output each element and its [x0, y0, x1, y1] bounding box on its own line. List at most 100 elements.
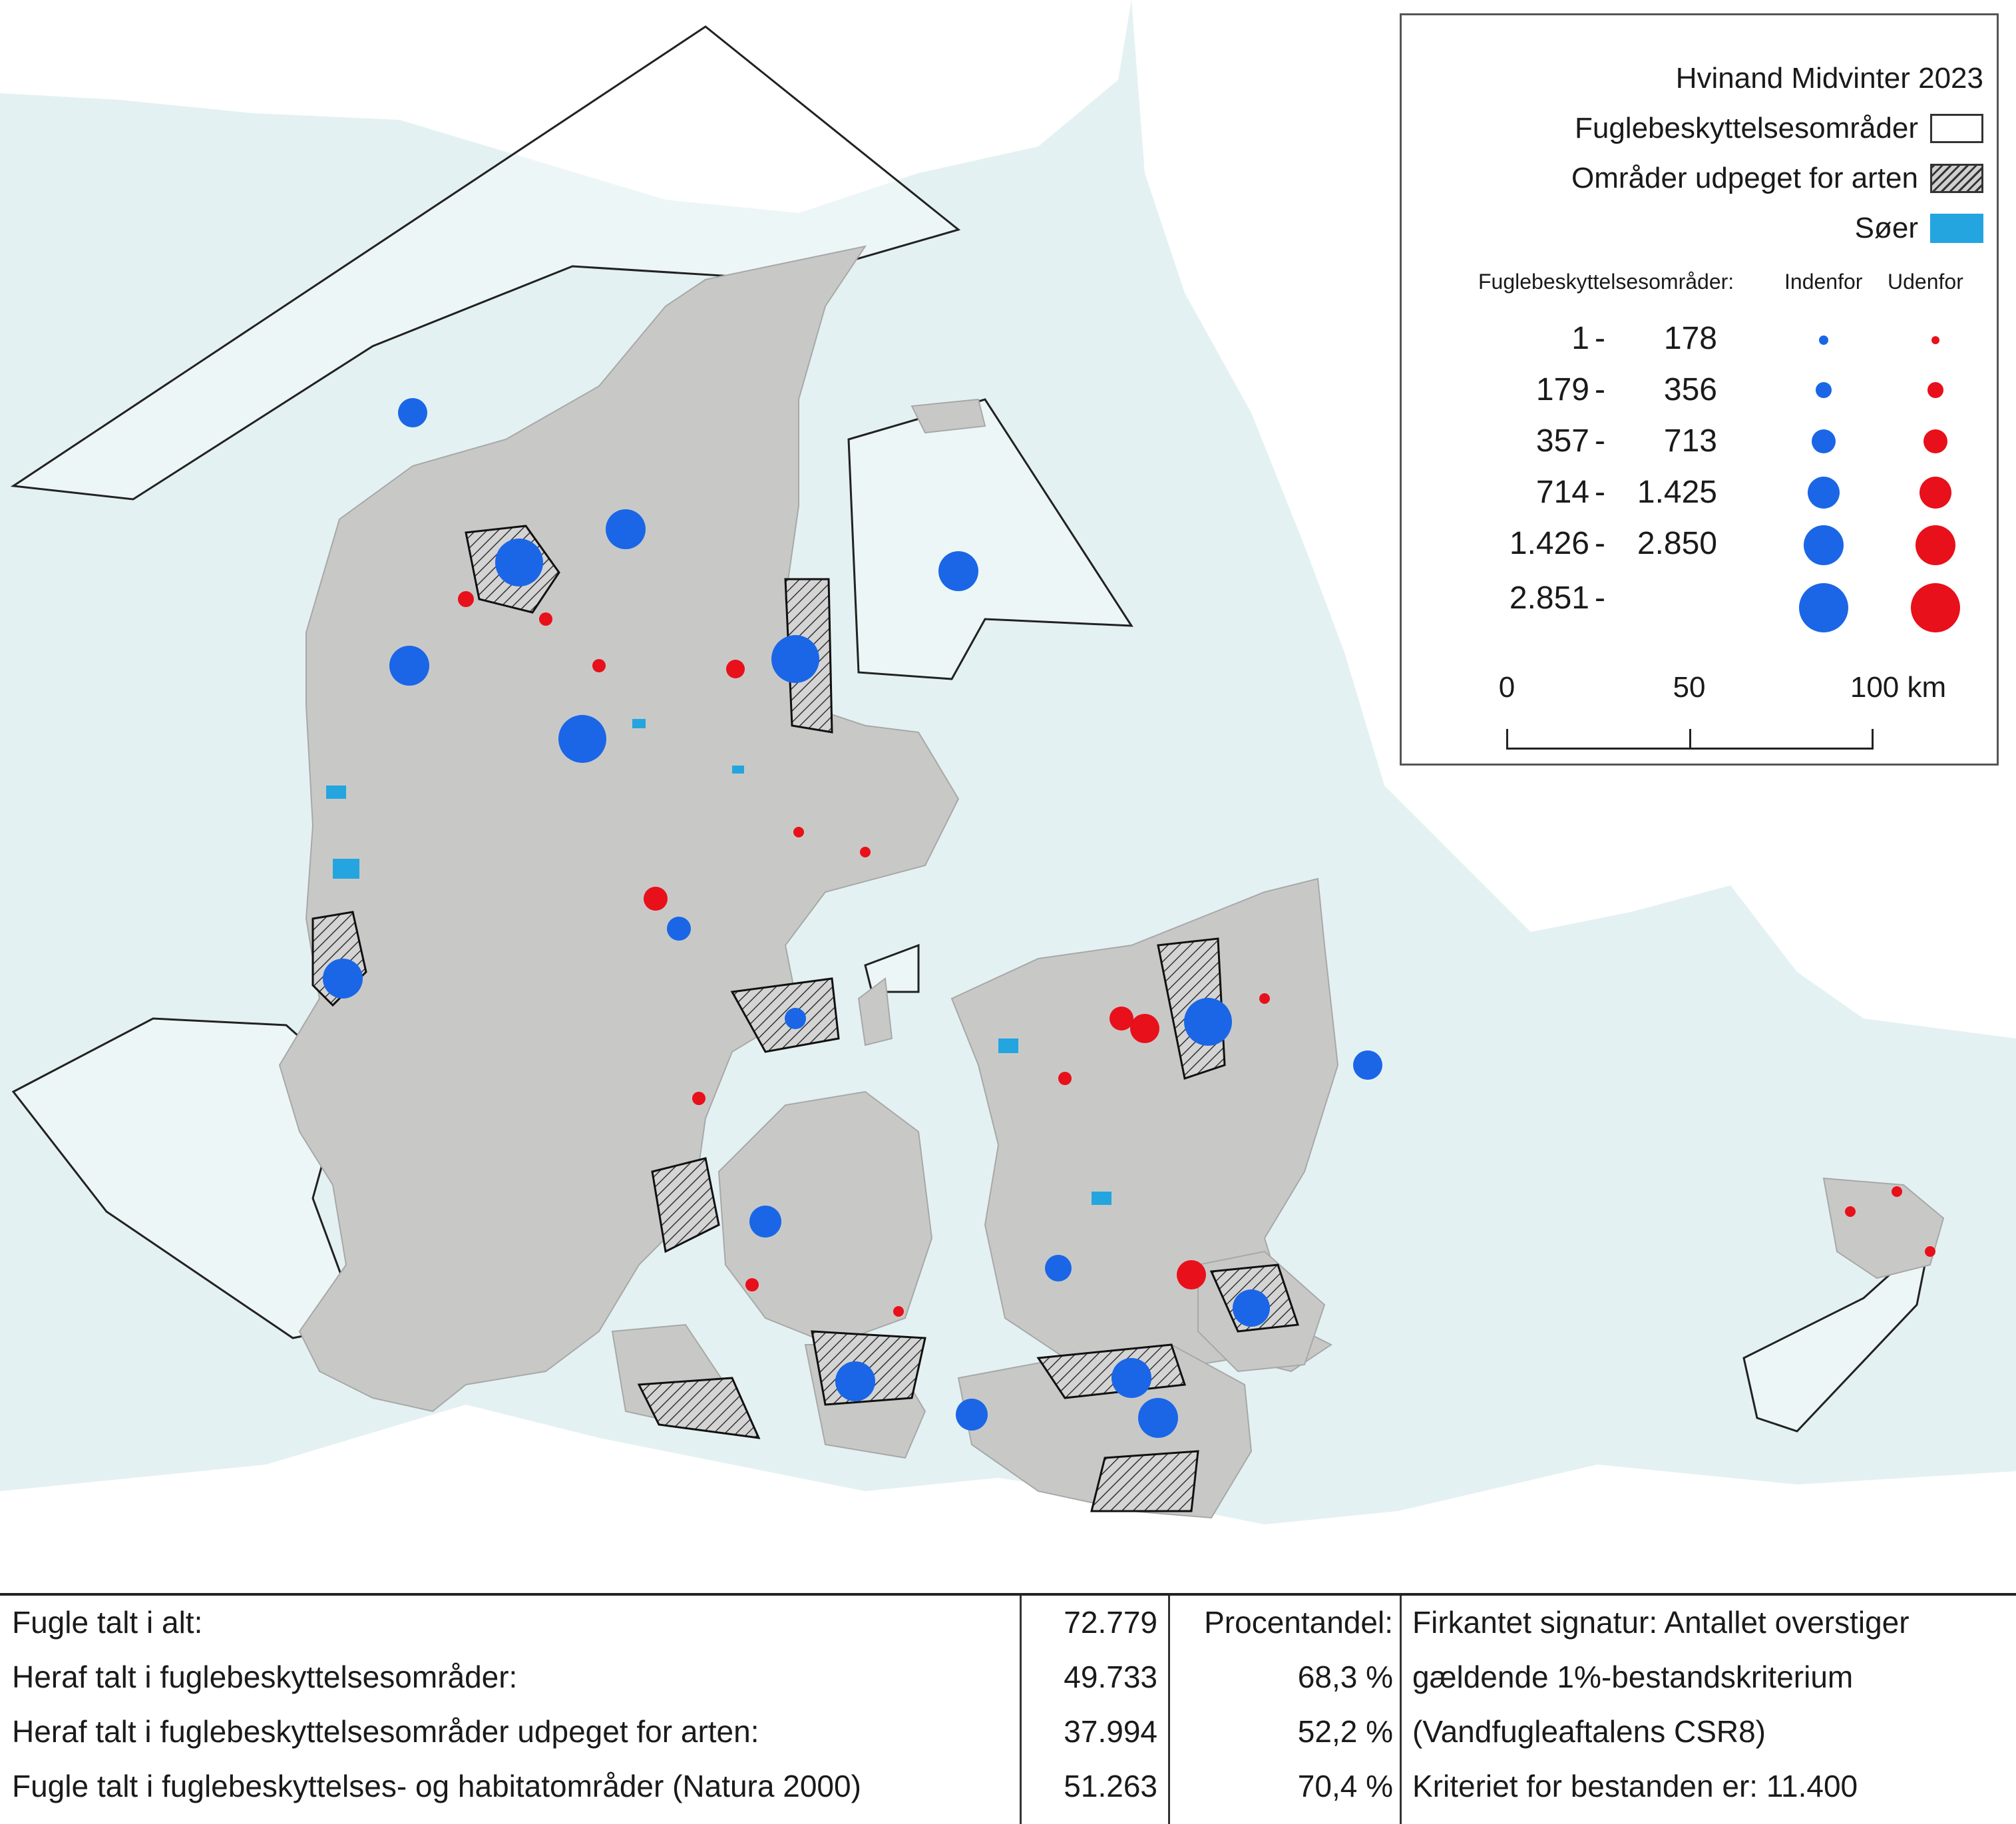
class-from: 2.851	[1509, 580, 1589, 616]
col-inside-header: Indenfor	[1784, 270, 1863, 294]
count-circle-inside[interactable]	[1233, 1289, 1270, 1327]
count-circle-inside[interactable]	[1045, 1255, 1072, 1281]
count-circle-inside[interactable]	[956, 1399, 988, 1431]
class-dash: -	[1595, 475, 1605, 510]
count-circle-inside[interactable]	[1111, 1358, 1151, 1398]
stat-pct: 70,4 %	[1297, 1769, 1393, 1803]
count-circle-inside[interactable]	[835, 1361, 875, 1401]
scale-label-50: 50	[1673, 671, 1706, 704]
count-circle-outside[interactable]	[860, 847, 871, 857]
anholt	[910, 398, 986, 434]
count-circle-outside[interactable]	[1177, 1260, 1206, 1289]
count-circle-inside[interactable]	[323, 959, 363, 999]
class-dash: -	[1595, 580, 1605, 616]
class-from: 357	[1535, 423, 1589, 459]
class-to: 713	[1663, 423, 1717, 459]
hatch-swatch-icon	[1930, 164, 1983, 193]
count-circle-inside[interactable]	[495, 539, 543, 586]
class-from: 1.426	[1509, 526, 1589, 561]
count-circle-outside[interactable]	[726, 660, 745, 678]
stats-table: Fugle talt i alt: Heraf talt i fuglebesk…	[0, 1593, 2016, 1824]
scale-tick	[1872, 729, 1874, 750]
count-circle-inside[interactable]	[389, 646, 429, 686]
stat-pct-header: Procentandel:	[1204, 1605, 1393, 1640]
scale-label-0: 0	[1498, 671, 1515, 704]
count-circle-outside[interactable]	[1259, 993, 1270, 1004]
stat-value: 37.994	[1064, 1714, 1157, 1749]
size-class-3: 357 - 713	[1402, 423, 1997, 463]
count-circle-outside[interactable]	[1845, 1206, 1856, 1217]
count-circle-inside[interactable]	[1138, 1398, 1178, 1438]
count-circle-inside[interactable]	[558, 715, 606, 763]
col-outside-header: Udenfor	[1888, 270, 1963, 294]
lake	[326, 786, 346, 799]
count-circle-outside[interactable]	[793, 827, 804, 837]
count-circle-outside[interactable]	[1130, 1014, 1159, 1043]
count-circle-outside[interactable]	[592, 659, 606, 672]
samso	[857, 977, 893, 1046]
count-circle-inside[interactable]	[398, 398, 427, 427]
legend-inside-circle-3	[1812, 429, 1836, 453]
legend-item-designated: Områder udpeget for arten	[1571, 162, 1983, 195]
stat-note: Kriteriet for bestanden er: 11.400	[1412, 1769, 1858, 1803]
class-dash: -	[1595, 372, 1605, 407]
count-circle-inside[interactable]	[1184, 998, 1232, 1046]
legend-item-lakes: Søer	[1855, 212, 1983, 245]
count-circle-inside[interactable]	[938, 551, 978, 591]
legend-outside-circle-6	[1911, 583, 1960, 632]
legend-inside-circle-2	[1816, 382, 1832, 398]
class-from: 714	[1535, 475, 1589, 510]
legend-outside-circle-4	[1919, 477, 1951, 509]
count-circle-outside[interactable]	[458, 591, 474, 607]
count-circle-outside[interactable]	[1109, 1007, 1133, 1030]
count-circle-inside[interactable]	[749, 1206, 781, 1238]
stat-note: gældende 1%-bestandskriterium	[1412, 1660, 1854, 1694]
class-to: 356	[1663, 372, 1717, 407]
class-to: 1.425	[1637, 475, 1717, 510]
lake-swatch-icon	[1930, 214, 1983, 243]
north-sea-area	[11, 1017, 361, 1339]
count-circle-inside[interactable]	[785, 1008, 806, 1029]
count-circle-outside[interactable]	[745, 1278, 759, 1291]
table-divider	[1168, 1596, 1170, 1824]
size-class-6: 2.851 -	[1402, 580, 1997, 620]
empty-swatch-icon	[1930, 114, 1983, 143]
legend-outside-circle-3	[1923, 429, 1947, 453]
count-circle-inside[interactable]	[606, 509, 646, 549]
table-divider	[1400, 1596, 1402, 1824]
count-circle-inside[interactable]	[667, 917, 691, 941]
protection-areas	[10, 25, 1932, 1433]
count-circle-outside[interactable]	[539, 612, 552, 626]
count-circle-outside[interactable]	[644, 887, 668, 911]
bornholm	[1822, 1177, 1945, 1279]
legend-inside-circle-1	[1819, 336, 1828, 345]
table-divider	[1020, 1596, 1022, 1824]
funen	[717, 1090, 933, 1346]
class-to: 2.850	[1637, 526, 1717, 561]
size-class-4: 714 - 1.425	[1402, 474, 1997, 514]
count-circle-inside[interactable]	[1353, 1050, 1382, 1080]
legend-inside-circle-5	[1804, 525, 1844, 565]
count-circle-outside[interactable]	[1925, 1246, 1935, 1257]
stat-label: Heraf talt i fuglebeskyttelsesområder:	[12, 1660, 518, 1694]
lakes	[326, 719, 1111, 1205]
legend-inside-circle-6	[1799, 583, 1848, 632]
stat-pct: 52,2 %	[1297, 1714, 1393, 1749]
legend-outside-circle-5	[1915, 525, 1955, 565]
count-circle-outside[interactable]	[1058, 1072, 1072, 1085]
class-to: 178	[1663, 321, 1717, 356]
stat-value: 49.733	[1064, 1660, 1157, 1694]
bornholm-area	[1742, 1235, 1932, 1433]
stat-label: Fugle talt i fuglebeskyttelses- og habit…	[12, 1769, 861, 1803]
count-circle-outside[interactable]	[1892, 1186, 1902, 1197]
class-dash: -	[1595, 526, 1605, 561]
count-circle-outside[interactable]	[893, 1306, 904, 1317]
count-circle-outside[interactable]	[692, 1092, 706, 1105]
designated-area	[651, 1157, 720, 1254]
count-circle-inside[interactable]	[771, 635, 819, 683]
legend-item-protection: Fuglebeskyttelsesområder	[1575, 112, 1983, 145]
kattegat-island-area	[864, 943, 920, 993]
designated-area	[637, 1377, 761, 1439]
legend-item-label: Søer	[1854, 212, 1918, 244]
kattegat-area	[847, 398, 1133, 680]
